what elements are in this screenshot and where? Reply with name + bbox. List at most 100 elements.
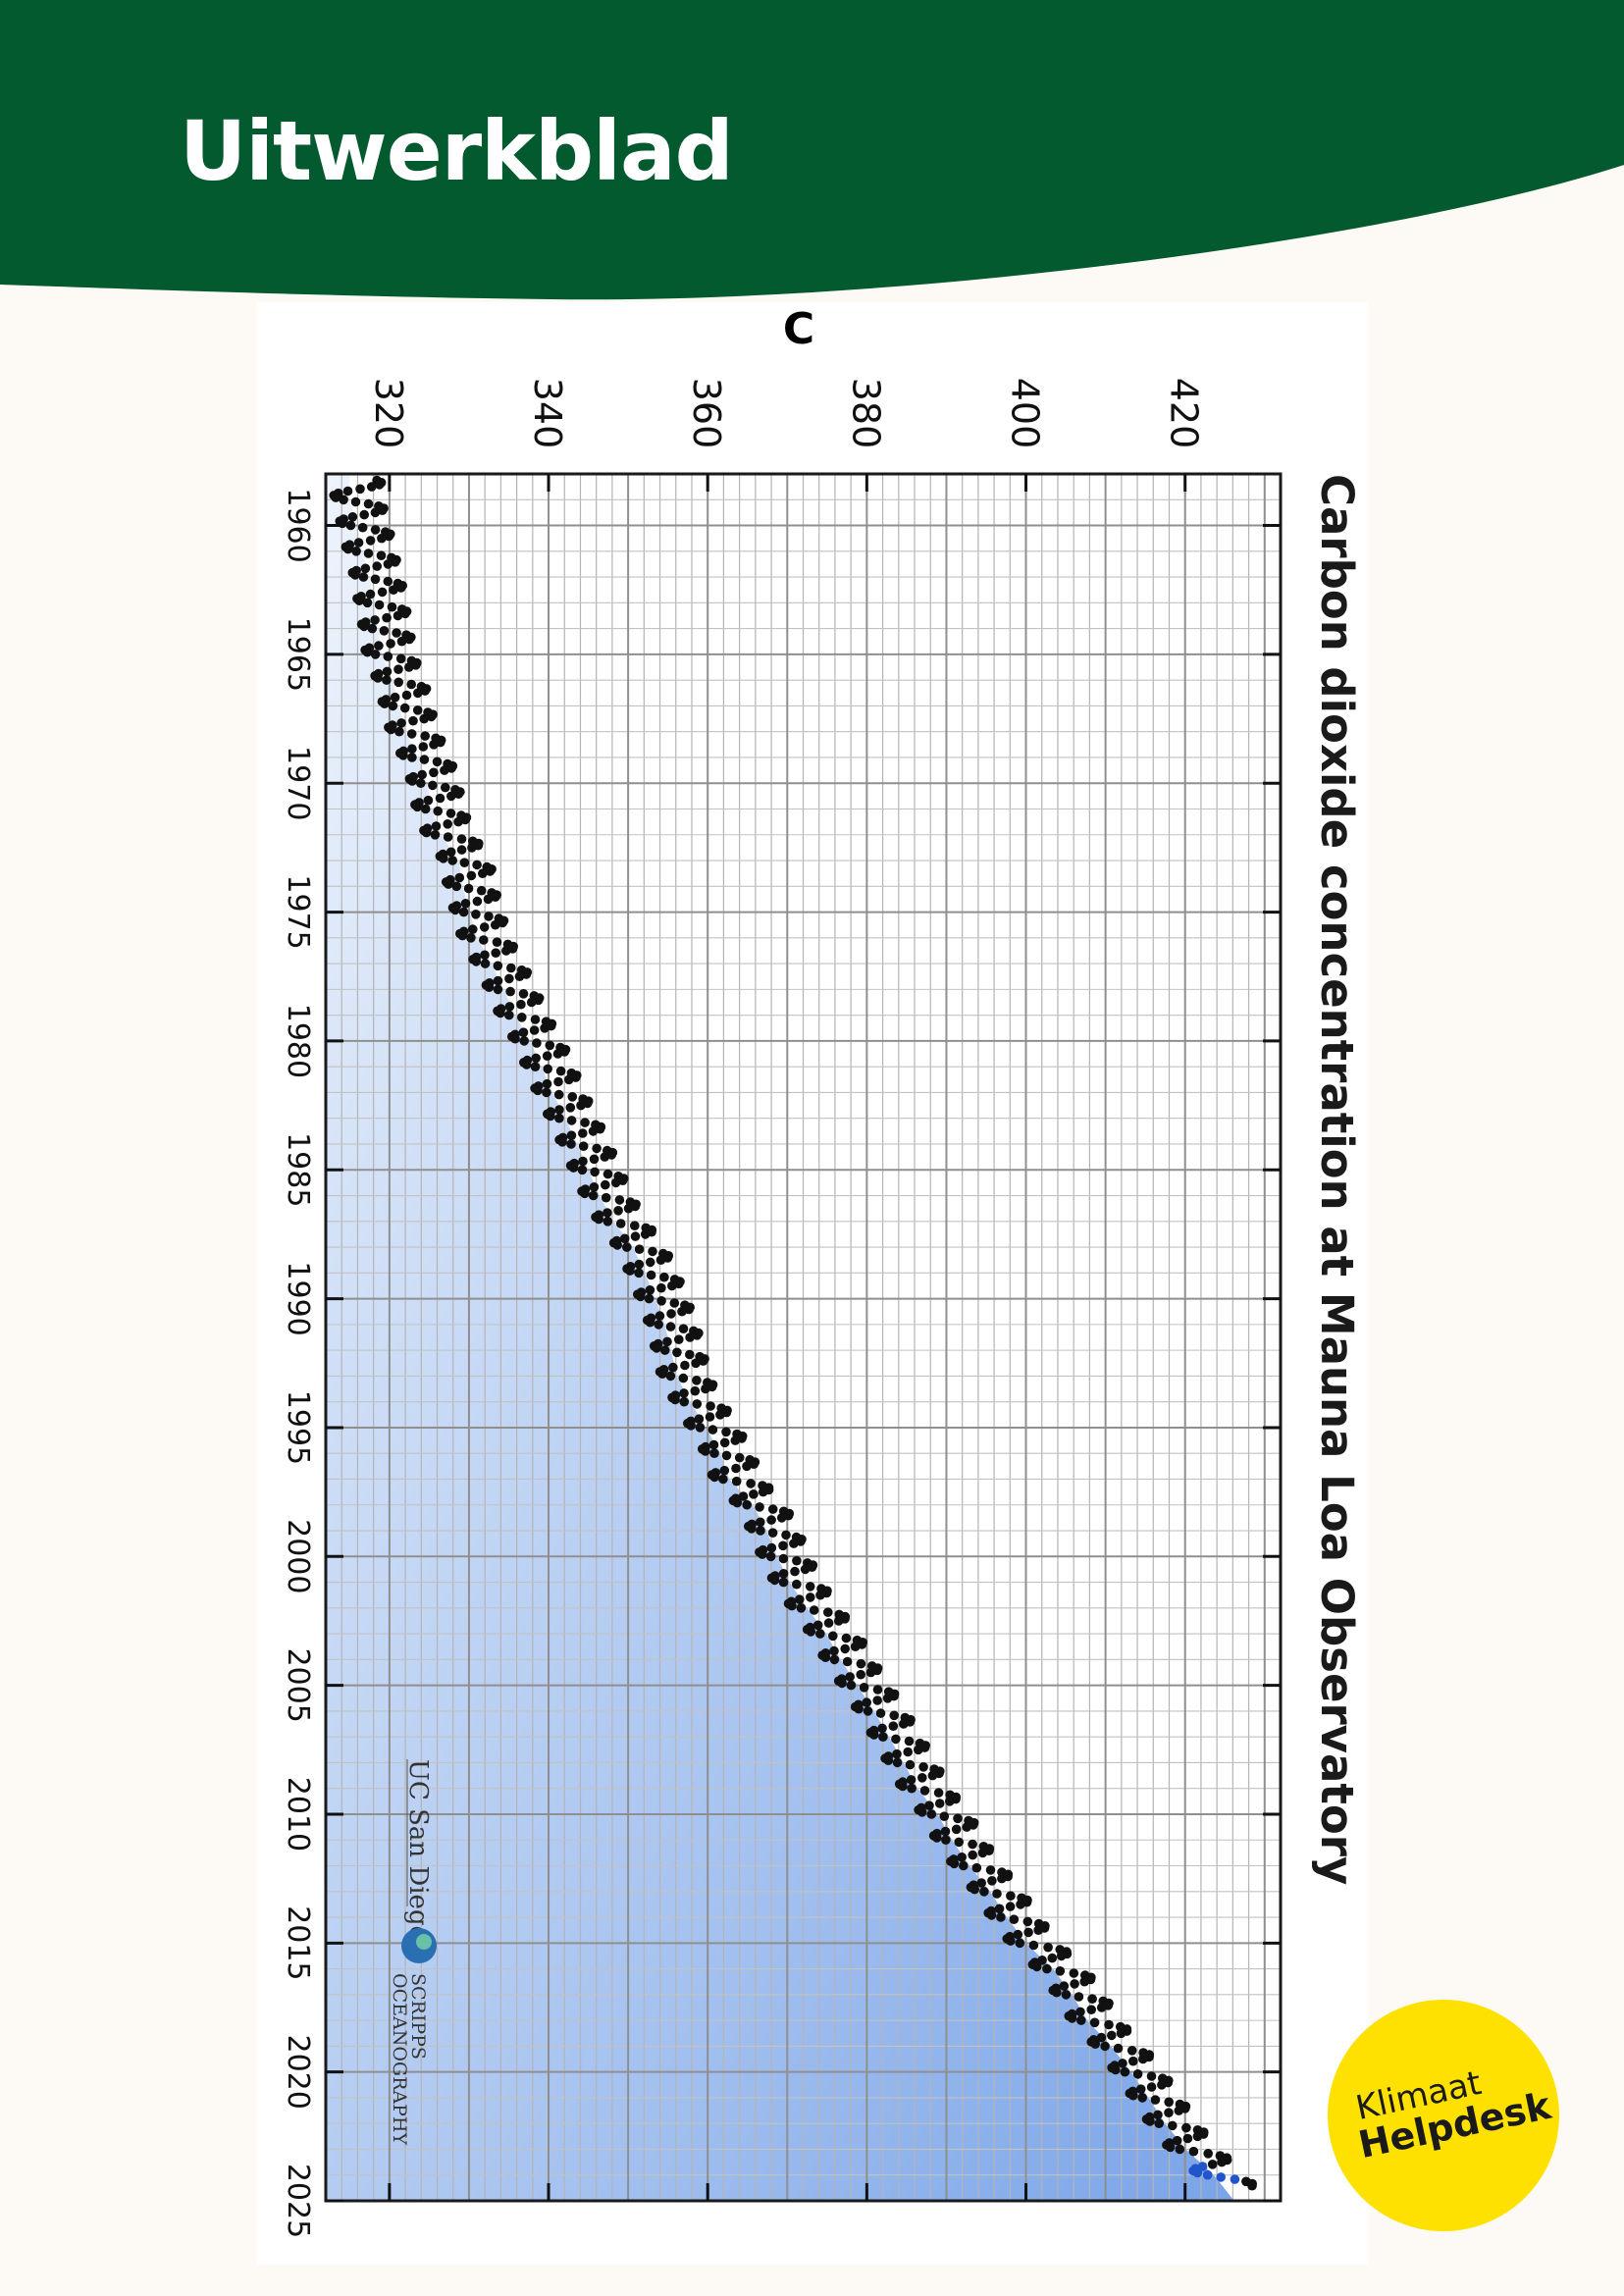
data-point	[796, 1603, 807, 1613]
data-point	[820, 1652, 831, 1662]
data-point	[829, 1654, 840, 1665]
data-point	[342, 486, 353, 496]
data-point	[792, 1555, 802, 1566]
data-point	[377, 533, 387, 544]
data-point	[708, 1439, 719, 1450]
data-point	[738, 1491, 749, 1501]
data-point	[382, 612, 392, 623]
data-point	[850, 1642, 861, 1651]
data-point	[962, 1822, 971, 1832]
data-point	[430, 830, 441, 840]
data-point	[994, 1904, 1005, 1914]
data-point	[695, 1423, 706, 1433]
data-point	[359, 509, 369, 520]
data-point	[456, 845, 467, 855]
data-point	[645, 1257, 655, 1268]
data-point	[463, 883, 474, 894]
data-point	[479, 935, 489, 945]
data-point	[504, 1002, 515, 1012]
data-point	[954, 1837, 964, 1848]
data-point	[655, 1255, 666, 1265]
data-point	[433, 806, 443, 816]
data-point	[362, 647, 373, 657]
data-point	[690, 1385, 701, 1396]
data-point	[1172, 2135, 1182, 2146]
data-point	[400, 608, 410, 619]
data-point	[812, 1620, 823, 1631]
data-point	[846, 1680, 857, 1691]
data-point	[705, 1412, 715, 1422]
data-point	[918, 1762, 928, 1772]
data-point	[926, 1809, 937, 1819]
data-point	[1174, 2106, 1184, 2115]
data-point	[578, 1141, 589, 1151]
data-point	[444, 879, 453, 889]
data-point	[1118, 2059, 1127, 2068]
data-point	[889, 1710, 899, 1721]
data-point	[429, 767, 439, 778]
data-point	[506, 963, 516, 973]
data-point	[1230, 2174, 1240, 2184]
data-point	[1096, 2003, 1107, 2012]
data-point	[1015, 1938, 1025, 1949]
data-point	[610, 1177, 621, 1188]
data-point	[1188, 2146, 1199, 2157]
data-point	[392, 628, 401, 638]
data-point	[625, 1266, 635, 1276]
data-point	[792, 1579, 802, 1590]
data-point	[1028, 1940, 1039, 1951]
data-point	[731, 1476, 742, 1487]
data-point	[370, 650, 381, 659]
data-point	[718, 1474, 728, 1485]
data-point	[845, 1672, 855, 1682]
data-point	[483, 894, 494, 905]
data-point	[672, 1347, 682, 1358]
data-point	[1216, 2172, 1226, 2182]
data-point	[767, 1528, 778, 1538]
data-point	[742, 1461, 752, 1472]
data-point	[1087, 1994, 1097, 2004]
data-point	[456, 834, 467, 844]
data-point	[365, 589, 376, 600]
data-point	[553, 1076, 563, 1087]
data-point	[1192, 2167, 1203, 2178]
y-tick-label: 340	[526, 378, 569, 449]
data-point	[778, 1540, 788, 1551]
data-point	[554, 1113, 564, 1123]
data-point	[420, 686, 430, 696]
data-point	[351, 547, 361, 556]
data-point	[529, 1025, 540, 1035]
data-point	[526, 997, 537, 1008]
x-tick-label: 1960	[281, 488, 315, 562]
data-point	[805, 1582, 815, 1592]
data-point	[453, 816, 463, 827]
series-points	[329, 475, 1257, 2191]
data-point	[564, 1074, 574, 1085]
data-point	[362, 598, 373, 608]
data-point	[986, 1910, 997, 1920]
data-point	[652, 1343, 661, 1353]
data-point	[471, 957, 482, 966]
data-point	[968, 1839, 977, 1850]
data-point	[432, 757, 443, 767]
data-point	[914, 1745, 923, 1755]
data-point	[480, 959, 491, 968]
data-point	[678, 1324, 689, 1333]
data-point	[338, 518, 347, 529]
data-point	[645, 1285, 655, 1295]
data-point	[384, 531, 394, 542]
data-point	[665, 1371, 676, 1382]
chart-panel-label: C	[783, 304, 814, 354]
x-tick-label: 1965	[281, 617, 315, 692]
data-point	[840, 1644, 850, 1654]
data-point	[891, 1734, 901, 1745]
data-point	[445, 809, 456, 818]
data-point	[1165, 2142, 1176, 2153]
data-point	[1135, 2084, 1146, 2094]
data-point	[644, 1293, 655, 1304]
data-point	[396, 636, 407, 647]
data-point	[435, 793, 445, 804]
data-point	[476, 885, 487, 896]
data-point	[778, 1553, 789, 1564]
data-point	[1079, 1976, 1089, 1987]
